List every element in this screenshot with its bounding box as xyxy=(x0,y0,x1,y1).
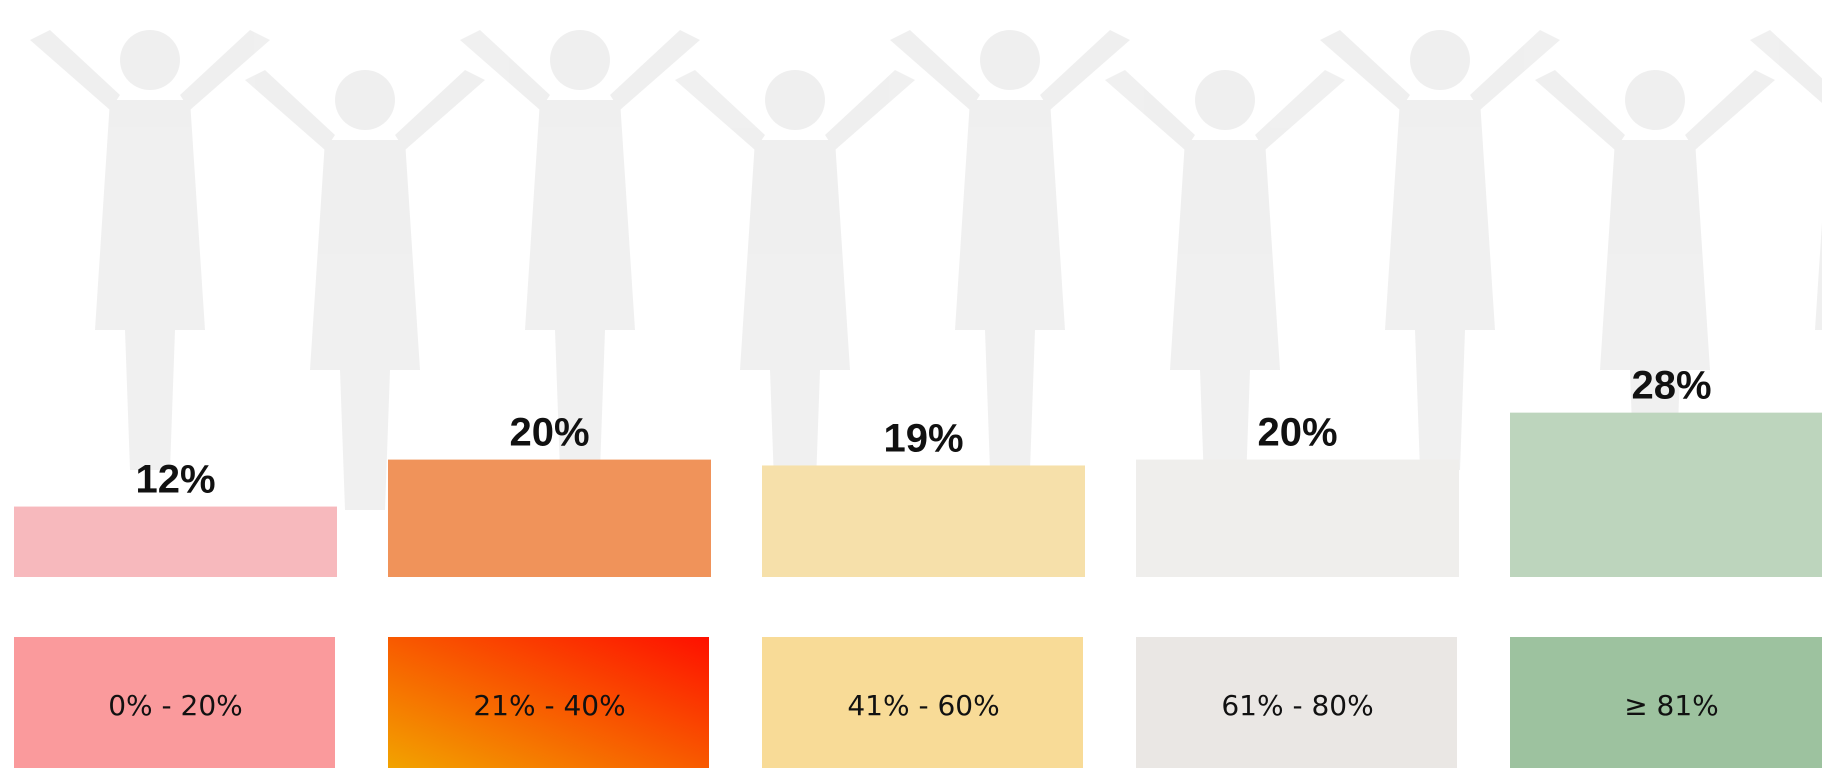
figure-arms xyxy=(890,30,1130,110)
figure-head xyxy=(1195,70,1255,130)
figure-arms xyxy=(1105,70,1345,150)
bar xyxy=(762,465,1085,577)
figure xyxy=(460,30,700,470)
figure-body xyxy=(740,140,850,510)
category-label: ≥ 81% xyxy=(1624,689,1719,722)
value-label: 20% xyxy=(1257,411,1337,455)
category-label: 0% - 20% xyxy=(108,689,243,722)
figure-arms xyxy=(1750,30,1822,103)
category-box xyxy=(1136,637,1457,768)
background-figures xyxy=(30,30,1822,510)
figure-body xyxy=(1385,100,1495,470)
figure-body xyxy=(525,100,635,470)
figure-head xyxy=(120,30,180,90)
figure-body xyxy=(1600,140,1710,510)
value-label: 19% xyxy=(883,416,963,460)
figure-body xyxy=(1170,140,1280,510)
figure xyxy=(1535,70,1775,510)
value-label: 20% xyxy=(509,411,589,455)
figure-arms xyxy=(245,70,485,150)
figure-body xyxy=(955,100,1065,470)
figure-arms xyxy=(460,30,700,110)
figure-head xyxy=(1410,30,1470,90)
bar xyxy=(1510,412,1822,577)
figure-body xyxy=(1815,222,1822,330)
category-box xyxy=(762,637,1083,768)
category-label: 61% - 80% xyxy=(1221,689,1373,722)
category-label: 41% - 60% xyxy=(847,689,999,722)
figure-arms xyxy=(1535,70,1775,150)
figure-arms xyxy=(1320,30,1560,110)
figure xyxy=(1105,70,1345,510)
figure-arms xyxy=(30,30,270,110)
figure xyxy=(1750,30,1822,330)
value-label: 12% xyxy=(135,458,215,502)
bar xyxy=(1136,459,1459,577)
value-label: 28% xyxy=(1631,364,1711,408)
figure-head xyxy=(1625,70,1685,130)
figure xyxy=(30,30,270,470)
category-box xyxy=(14,637,335,768)
category-box xyxy=(388,637,709,768)
figure-head xyxy=(335,70,395,130)
figure-head xyxy=(980,30,1040,90)
figure-body xyxy=(95,100,205,470)
category-label: 21% - 40% xyxy=(473,689,625,722)
figure xyxy=(890,30,1130,470)
figure-body xyxy=(310,140,420,510)
bar xyxy=(14,506,337,577)
figure-head xyxy=(550,30,610,90)
category-box xyxy=(1510,637,1822,768)
figure xyxy=(675,70,915,510)
figure xyxy=(1320,30,1560,470)
figure-head xyxy=(765,70,825,130)
figure-arms xyxy=(675,70,915,150)
bar xyxy=(388,459,711,577)
figure xyxy=(245,70,485,510)
